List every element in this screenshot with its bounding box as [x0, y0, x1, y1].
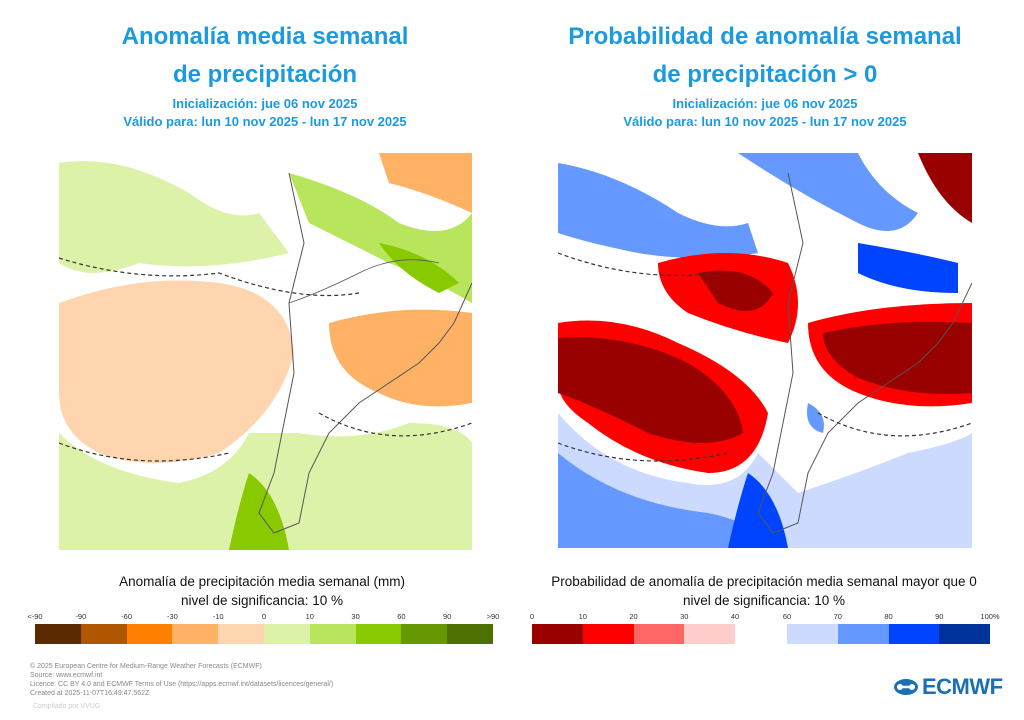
- orange-area-right: [329, 309, 472, 407]
- legend-swatch: [172, 624, 219, 644]
- compiled-by: Compilado por VVUG: [33, 703, 101, 710]
- green-area-top-left: [59, 161, 289, 273]
- legend-swatch: [532, 624, 583, 644]
- legend-swatch: [837, 624, 889, 644]
- legend-swatch: [633, 624, 685, 644]
- licence-text: Licence: CC BY 4.0 and ECMWF Terms of Us…: [30, 681, 334, 688]
- legend-swatch: [401, 624, 448, 644]
- legend-tick-label: -60: [121, 612, 133, 621]
- legend-tick-label: -10: [212, 612, 224, 621]
- left-caption: Anomalía de precipitación media semanal …: [119, 574, 405, 608]
- legend-tick-label: 90: [935, 612, 944, 621]
- legend-tick-label: 100%: [980, 612, 1000, 621]
- ecmwf-logo: ECMWF: [893, 674, 1003, 700]
- legend-swatch: [888, 624, 940, 644]
- legend-tick-label: 10: [305, 612, 314, 621]
- right-map-title: Probabilidad de anomalía semanal de preci…: [568, 23, 962, 88]
- legend-tick-label: -30: [166, 612, 178, 621]
- precipitation-probability-map: [558, 153, 972, 548]
- legend-swatch: [263, 624, 310, 644]
- ecmwf-logo-icon: [894, 679, 918, 695]
- legend-swatch: [309, 624, 356, 644]
- green-area-bottom: [59, 423, 472, 550]
- darkred-area-top-right: [918, 153, 972, 223]
- orange-light-area-left: [59, 280, 294, 463]
- legend-tick-label: 20: [629, 612, 638, 621]
- copyright-text: © 2025 European Centre for Medium-Range …: [30, 663, 262, 670]
- legend-swatch: [684, 624, 735, 644]
- coastline: [258, 172, 472, 534]
- coastline: [757, 172, 972, 534]
- legend-tick-label: 0: [529, 612, 535, 621]
- legend-tick-label: 60: [782, 612, 792, 621]
- legend-swatch: [355, 624, 402, 644]
- legend-tick-label: 10: [578, 612, 587, 621]
- legend-tick-label: 60: [397, 612, 406, 621]
- legend-tick-label: 70: [833, 612, 842, 621]
- legend-tick-label: 80: [884, 612, 893, 621]
- legend-swatch: [35, 624, 81, 644]
- legend-tick-label: -90: [75, 612, 87, 621]
- left-color-legend: [35, 624, 493, 644]
- legend-swatch: [447, 624, 493, 644]
- legend-swatch: [80, 624, 127, 644]
- legend-swatch: [582, 624, 634, 644]
- created-text: Created at 2025-11-07T16:49:47.562Z: [30, 690, 150, 697]
- legend-swatch: [126, 624, 173, 644]
- left-map-dates: Inicialización: jue 06 nov 2025 Válido pa…: [123, 96, 407, 129]
- footer-credits: © 2025 European Centre for Medium-Range …: [30, 662, 333, 698]
- right-caption: Probabilidad de anomalía de precipitació…: [551, 574, 977, 608]
- right-color-legend-red: [532, 624, 735, 644]
- right-color-legend-blue: [787, 624, 990, 644]
- legend-swatch: [939, 624, 990, 644]
- legend-swatch: [218, 624, 264, 644]
- legend-tick-label: 30: [351, 612, 360, 621]
- legend-tick-label: 40: [730, 612, 740, 621]
- legend-tick-label: 0: [261, 612, 267, 621]
- right-map-dates: Inicialización: jue 06 nov 2025 Válido pa…: [623, 96, 907, 129]
- blue-area-top-left: [558, 163, 758, 258]
- legend-tick-label: 30: [680, 612, 689, 621]
- legend-tick-label: >90: [486, 612, 500, 621]
- precipitation-anomaly-map: [59, 153, 472, 550]
- legend-tick-label: 90: [443, 612, 452, 621]
- legend-swatch: [787, 624, 838, 644]
- source-text: Source: www.ecmwf.int: [30, 672, 103, 679]
- left-map-title: Anomalía media semanal de precipitación: [121, 23, 409, 88]
- legend-tick-label: <-90: [27, 612, 43, 621]
- orange-area-top-right: [379, 153, 472, 213]
